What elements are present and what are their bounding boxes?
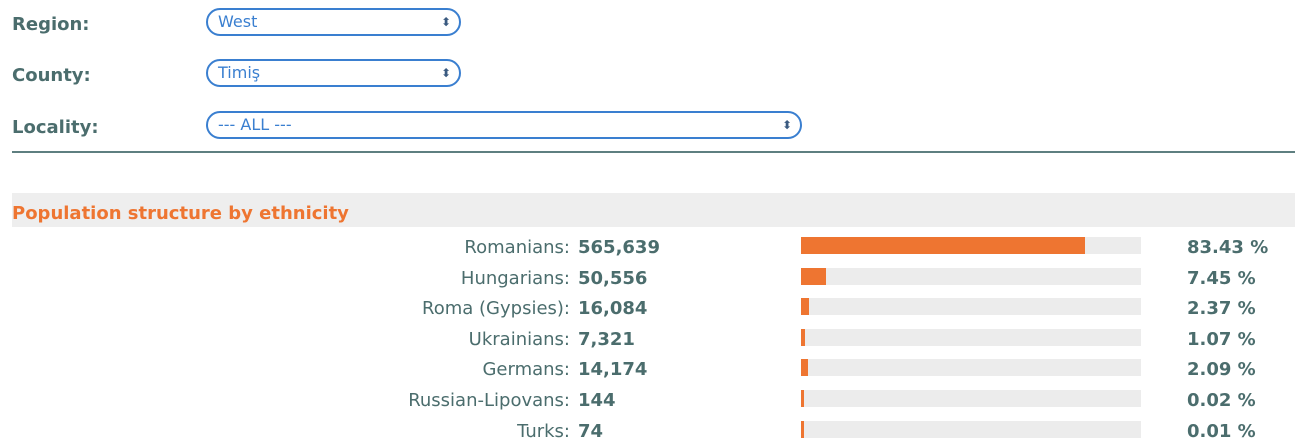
bar-track: [801, 267, 1141, 285]
bar-fill: [801, 420, 804, 438]
ethnicity-count: 7,321: [578, 328, 635, 350]
region-select-value: West: [218, 12, 258, 31]
county-select[interactable]: Timiş ⬍: [206, 59, 461, 87]
bar-fill: [801, 267, 827, 285]
locality-label: Locality:: [12, 117, 99, 138]
table-row: Romanians: 565,639 83.43 %: [0, 233, 1295, 263]
ethnicity-count: 144: [578, 390, 616, 411]
locality-select-value: --- ALL ---: [218, 115, 292, 134]
ethnicity-label: Ukrainians:: [468, 328, 570, 350]
ethnicity-label: Turks:: [517, 420, 570, 442]
ethnicity-count: 565,639: [578, 237, 660, 258]
county-select-value: Timiş: [218, 63, 261, 82]
bar-fill: [801, 359, 809, 377]
section-title: Population structure by ethnicity: [12, 203, 349, 224]
bar-track: [801, 390, 1141, 407]
table-row: Turks: 74 0.01 %: [0, 417, 1295, 447]
table-row: Hungarians: 50,556 7.45 %: [0, 264, 1295, 294]
bar-fill: [801, 390, 804, 407]
ethnicity-label: Romanians:: [464, 237, 570, 258]
updown-chevron-icon: ⬍: [781, 118, 792, 132]
ethnicity-count: 74: [578, 420, 604, 442]
divider: [12, 151, 1295, 153]
table-row: Ukrainians: 7,321 1.07 %: [0, 325, 1295, 355]
ethnicity-percent: 1.07 %: [1187, 328, 1256, 350]
bar-fill: [801, 237, 1085, 254]
ethnicity-percent: 83.43 %: [1187, 237, 1269, 258]
region-filter-row: Region: West ⬍: [12, 8, 1295, 42]
bar-track: [801, 420, 1141, 438]
bar-track: [801, 237, 1141, 254]
section-header: Population structure by ethnicity: [12, 193, 1295, 227]
ethnicity-percent: 7.45 %: [1187, 267, 1256, 289]
ethnicity-percent: 2.09 %: [1187, 359, 1256, 381]
bar-track: [801, 359, 1141, 377]
table-row: Germans: 14,174 2.09 %: [0, 355, 1295, 385]
locality-filter-row: Locality: --- ALL --- ⬍: [12, 111, 1295, 145]
locality-select[interactable]: --- ALL --- ⬍: [206, 111, 802, 139]
ethnicity-label: Russian-Lipovans:: [408, 390, 570, 411]
ethnicity-label: Hungarians:: [460, 267, 570, 289]
ethnicity-percent: 0.02 %: [1187, 390, 1256, 411]
ethnicity-label: Germans:: [482, 359, 570, 381]
county-label: County:: [12, 65, 91, 86]
ethnicity-label: Roma (Gypsies):: [422, 298, 570, 320]
ethnicity-percent: 2.37 %: [1187, 298, 1256, 320]
updown-chevron-icon: ⬍: [440, 15, 451, 29]
region-select[interactable]: West ⬍: [206, 8, 461, 36]
bar-track: [801, 298, 1141, 316]
table-row: Russian-Lipovans: 144 0.02 %: [0, 386, 1295, 416]
table-row: Roma (Gypsies): 16,084 2.37 %: [0, 294, 1295, 324]
updown-chevron-icon: ⬍: [440, 66, 451, 80]
bar-track: [801, 328, 1141, 346]
ethnicity-count: 50,556: [578, 267, 648, 289]
bar-fill: [801, 298, 810, 316]
ethnicity-count: 14,174: [578, 359, 648, 381]
county-filter-row: County: Timiş ⬍: [12, 59, 1295, 93]
ethnicity-count: 16,084: [578, 298, 648, 320]
region-label: Region:: [12, 14, 90, 35]
bar-fill: [801, 328, 805, 346]
ethnicity-percent: 0.01 %: [1187, 420, 1256, 442]
